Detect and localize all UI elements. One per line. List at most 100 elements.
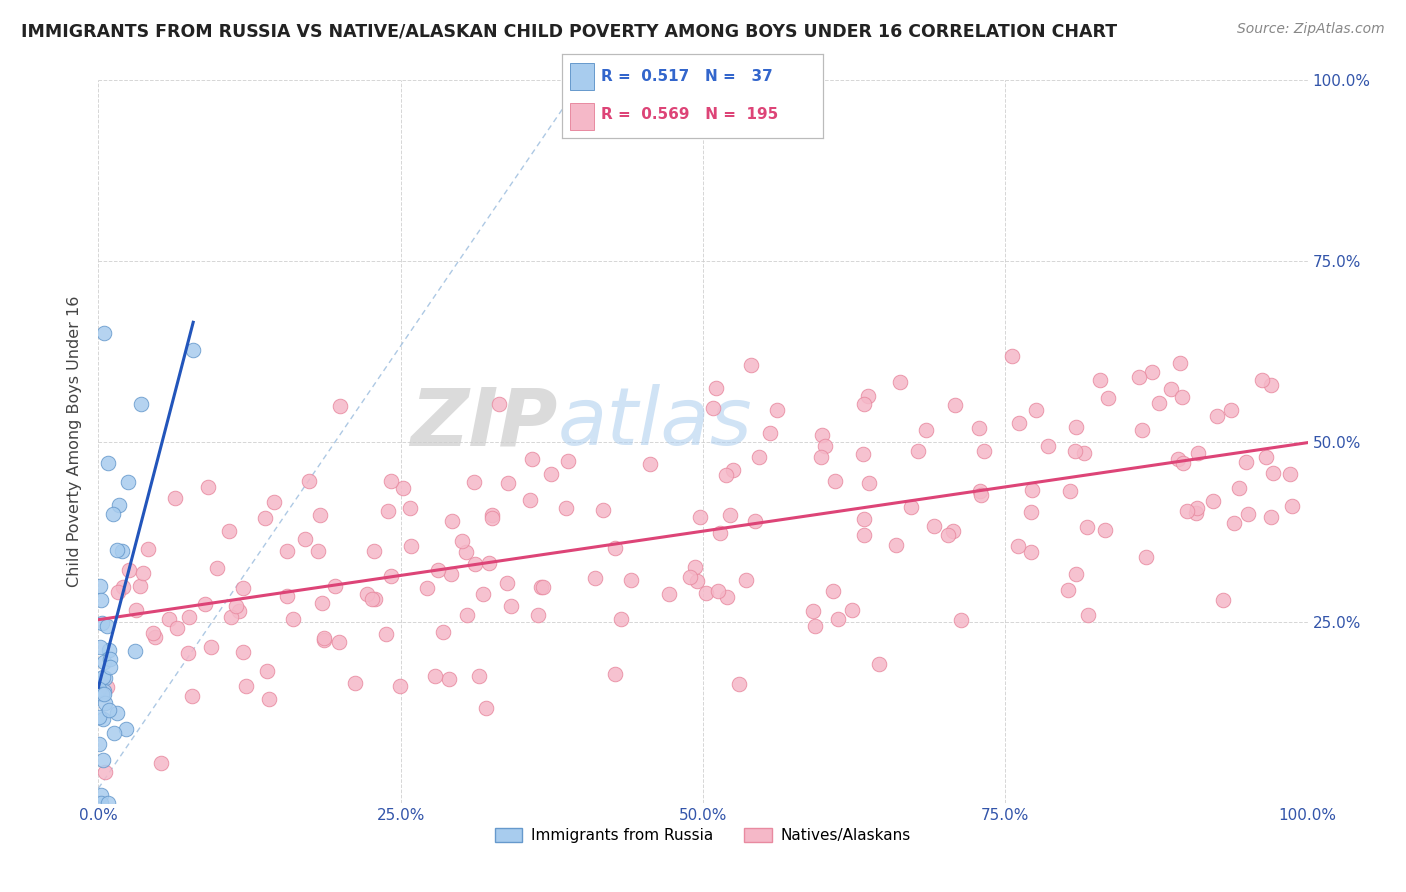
- Text: atlas: atlas: [558, 384, 752, 462]
- Point: [112, 580, 135, 594]
- Text: R =  0.517   N =   37: R = 0.517 N = 37: [602, 70, 773, 85]
- Point: [96, 680, 118, 694]
- Point: [467, 669, 489, 683]
- Point: [91, 753, 114, 767]
- Point: [922, 519, 945, 533]
- Point: [94, 672, 117, 686]
- Point: [253, 511, 276, 525]
- Point: [232, 581, 254, 595]
- Point: [1237, 507, 1260, 521]
- Point: [1173, 456, 1195, 470]
- Point: [87, 710, 110, 724]
- Point: [456, 607, 478, 622]
- Point: [686, 574, 709, 588]
- Point: [294, 532, 316, 546]
- Point: [90, 687, 112, 701]
- Point: [702, 401, 724, 415]
- Point: [93, 326, 115, 340]
- Point: [1260, 509, 1282, 524]
- Point: [142, 626, 165, 640]
- Point: [735, 573, 758, 587]
- Point: [1187, 446, 1209, 460]
- Point: [1135, 549, 1157, 564]
- Point: [180, 689, 202, 703]
- Point: [401, 539, 423, 553]
- Point: [89, 579, 111, 593]
- Point: [166, 621, 188, 635]
- Point: [827, 612, 849, 626]
- Point: [309, 508, 332, 522]
- Point: [856, 389, 879, 403]
- Point: [328, 635, 350, 649]
- Point: [114, 723, 136, 737]
- Point: [221, 610, 243, 624]
- Point: [858, 475, 880, 490]
- Point: [811, 427, 834, 442]
- Point: [478, 557, 501, 571]
- Point: [803, 618, 825, 632]
- Point: [283, 612, 305, 626]
- Point: [235, 679, 257, 693]
- Point: [471, 587, 494, 601]
- Point: [118, 563, 141, 577]
- Point: [886, 538, 908, 552]
- Point: [356, 587, 378, 601]
- Point: [969, 483, 991, 498]
- Point: [1064, 567, 1087, 582]
- Point: [1073, 446, 1095, 460]
- Point: [181, 343, 204, 358]
- Point: [1254, 450, 1277, 465]
- Point: [609, 612, 631, 626]
- Point: [1059, 483, 1081, 498]
- Point: [132, 566, 155, 580]
- Point: [709, 526, 731, 541]
- Bar: [571, 103, 593, 130]
- Point: [685, 560, 707, 574]
- Point: [1007, 539, 1029, 553]
- Point: [256, 665, 278, 679]
- Point: [721, 463, 744, 477]
- Point: [388, 679, 411, 693]
- Point: [93, 655, 115, 669]
- Point: [1171, 390, 1194, 404]
- Point: [311, 596, 333, 610]
- Point: [853, 528, 876, 542]
- Point: [105, 542, 128, 557]
- Point: [136, 541, 159, 556]
- Point: [1279, 467, 1302, 481]
- Point: [967, 421, 990, 435]
- Point: [194, 597, 217, 611]
- Point: [1260, 377, 1282, 392]
- Point: [1130, 423, 1153, 437]
- Legend: Immigrants from Russia, Natives/Alaskans: Immigrants from Russia, Natives/Alaskans: [489, 822, 917, 849]
- Point: [1128, 370, 1150, 384]
- Point: [540, 467, 562, 482]
- Point: [456, 544, 478, 558]
- Point: [364, 591, 387, 606]
- Point: [689, 510, 711, 524]
- Point: [530, 580, 553, 594]
- Point: [90, 788, 112, 802]
- Point: [852, 447, 875, 461]
- Point: [1090, 373, 1112, 387]
- Point: [1205, 409, 1227, 424]
- Point: [1021, 483, 1043, 498]
- Point: [97, 703, 120, 717]
- Point: [298, 474, 321, 488]
- Point: [488, 397, 510, 411]
- Point: [938, 528, 960, 542]
- Point: [96, 619, 118, 633]
- Point: [1170, 356, 1192, 370]
- Point: [307, 544, 329, 558]
- Point: [380, 475, 402, 489]
- Point: [108, 499, 131, 513]
- Point: [464, 557, 486, 571]
- Point: [439, 567, 461, 582]
- Point: [117, 475, 139, 489]
- Point: [714, 467, 737, 482]
- Point: [810, 450, 832, 465]
- Point: [90, 796, 112, 810]
- Point: [129, 397, 152, 411]
- Point: [1223, 516, 1246, 530]
- Point: [451, 533, 474, 548]
